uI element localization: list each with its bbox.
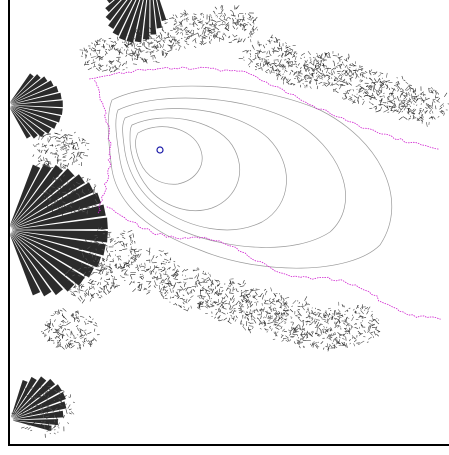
contour-ring-1 bbox=[108, 86, 392, 268]
filament-cluster-lower-5 bbox=[263, 296, 319, 344]
contour-lines bbox=[108, 86, 392, 268]
fractal-fan-bottom-left bbox=[11, 376, 66, 431]
filament-cluster-lower-1 bbox=[120, 248, 180, 294]
filament-cluster-upper-5 bbox=[273, 51, 331, 88]
fractal-fan-left-middle bbox=[10, 164, 108, 297]
fractal-fan-left-upper bbox=[10, 73, 63, 138]
fractal-structure bbox=[10, 0, 449, 438]
filament-cluster-lower-4 bbox=[230, 287, 289, 333]
frame-left-edge bbox=[8, 0, 10, 446]
frame-bottom-edge bbox=[8, 444, 449, 446]
filament-cluster-lower-2 bbox=[159, 267, 222, 311]
filament-cluster-left-3 bbox=[41, 308, 99, 349]
contour-ring-3 bbox=[123, 108, 287, 229]
contour-ring-5 bbox=[136, 127, 203, 185]
filament-cluster-upper-9 bbox=[391, 86, 449, 126]
highlight-upper-edge bbox=[89, 67, 439, 149]
point-marker-icon bbox=[157, 147, 163, 153]
fractal-fan-top bbox=[105, 0, 166, 43]
highlight-lower-edge bbox=[107, 207, 441, 320]
boundary-highlight bbox=[89, 67, 440, 319]
filament-cluster-upper-3 bbox=[201, 5, 258, 43]
filament-cluster-lower-3 bbox=[199, 279, 258, 324]
